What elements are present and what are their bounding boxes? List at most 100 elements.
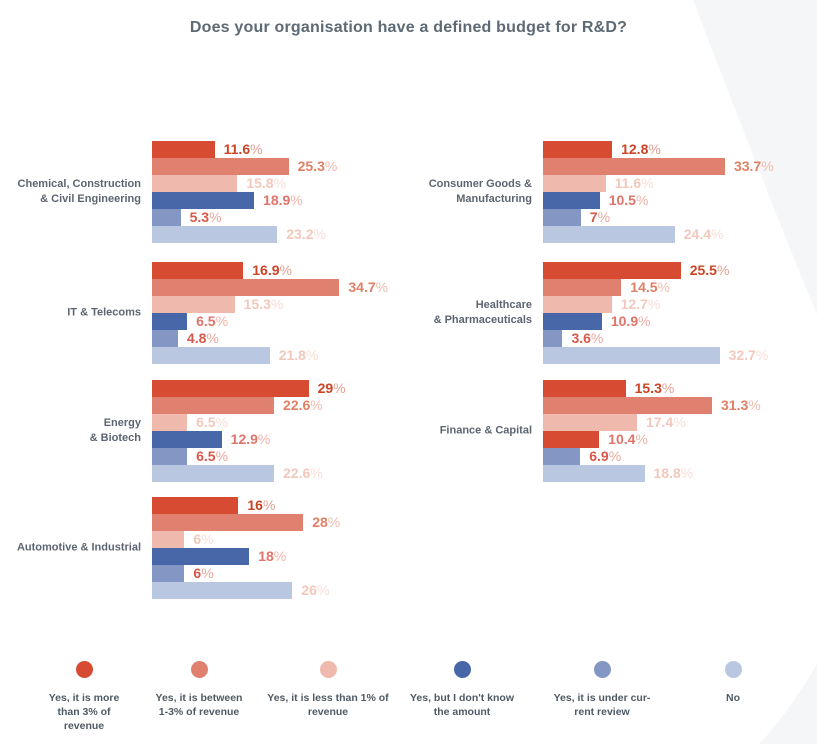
value-number: 14.5 [630,279,658,295]
bar-row: 15.3% [543,380,761,397]
value-label: 23.2% [286,226,326,243]
legend-label: Yes, but I don't know the amount [409,692,514,719]
value-number: 5.3 [189,209,210,225]
value-number: 3.6 [571,330,591,346]
category-group: IT & Telecoms 16.9% 34.7% 15.3% 6.5% 4.8% 21.8… [0,262,817,364]
bar [543,296,612,313]
bar-row: 16% [152,497,340,514]
bar-row: 15.3% [152,296,388,313]
value-number: 16.9 [252,262,280,278]
bar-row: 32.7% [543,347,768,364]
value-label: 7% [590,209,610,226]
bar [152,296,235,313]
legend-item: Yes, it is less than 1% of revenue [252,661,404,719]
value-number: 33.7 [733,158,762,174]
value-number: 10.5 [608,192,636,208]
value-number: 18.9 [263,192,291,208]
percent-sign: % [310,465,323,481]
value-number: 32.7 [728,347,756,363]
percent-sign: % [755,347,769,363]
bar [543,158,725,175]
value-label: 15.3% [244,296,284,313]
bar [543,414,637,431]
category-group: Chemical, Construction & Civil Engineeri… [0,141,817,243]
bar-row: 25.5% [543,262,768,279]
value-label: 24.4% [684,226,724,243]
bar [152,414,188,431]
bar-row: 12.9% [152,431,346,448]
value-label: 12.7% [621,296,661,313]
percent-sign: % [273,548,287,564]
value-label: 21.8% [279,347,319,364]
legend-swatch-icon [724,661,742,678]
value-label: 12.8% [621,141,661,158]
percent-sign: % [647,296,661,312]
value-number: 21.8 [278,347,306,363]
bar-row: 22.6% [152,465,346,482]
bar [152,431,222,448]
bar [152,192,255,209]
bar-row: 24.4% [543,226,774,243]
bar-row: 6% [152,531,340,548]
value-label: 6.5% [196,414,228,431]
value-label: 6.5% [196,313,228,330]
bar-group: 16% 28% 6% 18% 6% 26% [152,497,340,599]
value-number: 15.3 [243,296,271,312]
category-label: Chemical, Construction & Civil Engineeri… [17,178,141,205]
value-number: 25.5 [689,262,717,278]
bar-row: 6.9% [543,448,761,465]
percent-sign: % [761,158,774,174]
percent-sign: % [215,448,229,464]
category-label: Healthcare & Pharmaceuticals [433,299,532,326]
chart-title: Does your organisation have a defined bu… [189,19,628,36]
bar-row: 12.7% [543,296,768,313]
value-number: 10.9 [610,313,639,329]
percent-sign: % [657,279,670,295]
value-number: 12.8 [621,141,649,157]
bar-row: 4.8% [152,330,388,347]
value-label: 22.6% [283,465,323,482]
value-label: 33.7% [734,158,774,175]
percent-sign: % [638,313,651,329]
bar-row: 7% [543,209,774,226]
percent-sign: % [327,514,341,530]
legend-item: No [703,661,763,705]
percent-sign: % [597,209,611,225]
bar [543,448,581,465]
bar-row: 25.3% [152,158,337,175]
percent-sign: % [209,209,222,225]
value-label: 15.8% [246,175,286,192]
value-number: 22.6 [283,397,311,413]
bar [543,330,563,347]
bar [543,279,622,296]
percent-sign: % [201,531,214,547]
value-number: 17.4 [645,414,674,430]
value-label: 16% [247,497,275,514]
percent-sign: % [324,158,338,174]
value-number: 6.5 [196,448,216,464]
bar-row: 28% [152,514,340,531]
percent-sign: % [262,497,276,513]
value-label: 12.9% [231,431,271,448]
value-number: 24.4 [683,226,711,242]
bar [152,347,270,364]
category-group: Automotive & Industrial 16% 28% 6% 18% 6% 26% [0,497,817,599]
bar [152,262,244,279]
value-label: 34.7% [348,279,388,296]
category-label: Energy & Biotech [89,417,141,444]
bar [543,431,600,448]
value-number: 28 [312,514,328,530]
percent-sign: % [206,330,219,346]
legend-label: No [726,692,740,704]
percent-sign: % [215,313,229,329]
bar [152,465,275,482]
bar-row: 23.2% [152,226,337,243]
bar [543,397,713,414]
legend-swatch-icon [319,661,337,678]
percent-sign: % [270,296,284,312]
percent-sign: % [375,279,389,295]
value-number: 16 [247,497,263,513]
legend-item: Yes, it is between 1-3% of revenue [136,661,262,719]
category-group: Consumer Goods & Manufacturing 12.8% 33.7%… [0,141,817,243]
